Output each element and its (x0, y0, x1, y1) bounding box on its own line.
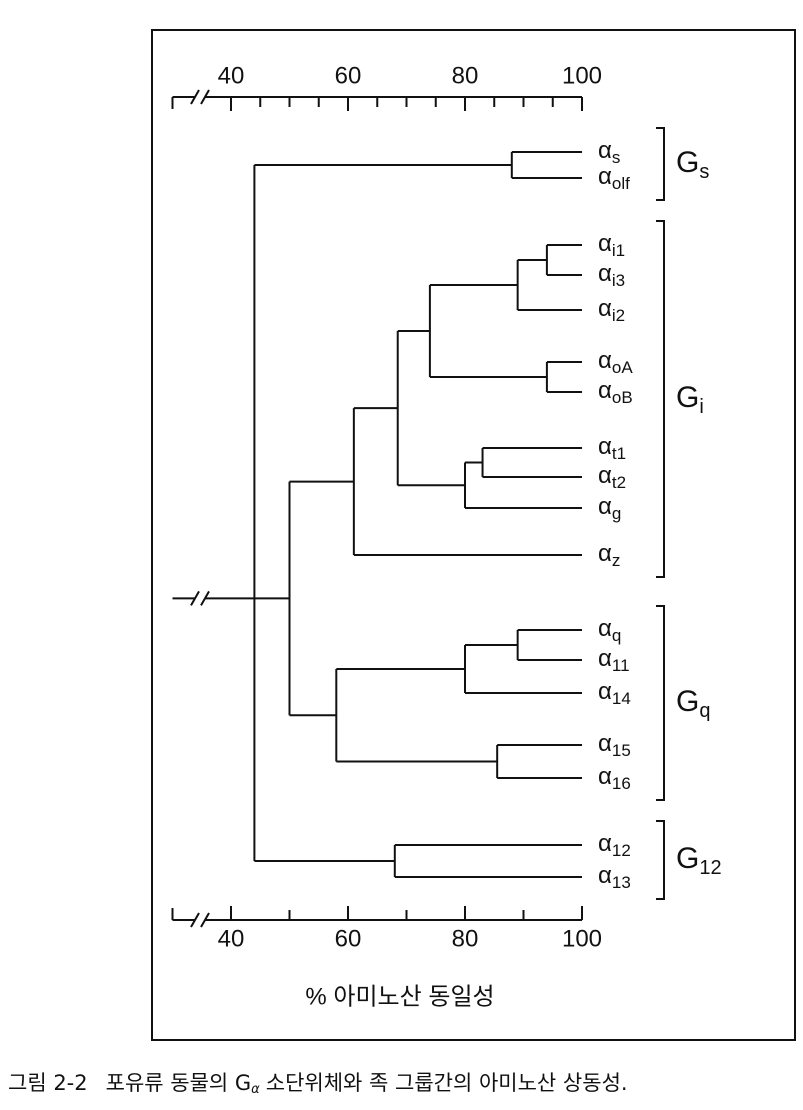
x-tick-label: 80 (452, 62, 479, 89)
group-bracket (656, 605, 665, 801)
leaf-subscript: 16 (612, 774, 631, 793)
leaf-subscript: i3 (612, 271, 625, 290)
leaf-subscript: g (612, 504, 621, 523)
leaf-label: α14 (598, 678, 631, 708)
caption-sub: α (251, 1082, 260, 1097)
leaf-symbol: α (598, 137, 612, 164)
leaf-subscript: t1 (612, 444, 626, 463)
leaf-label: α16 (598, 763, 631, 793)
leaf-label: α13 (598, 862, 631, 892)
leaf-symbol: α (598, 377, 612, 404)
group-subscript: 12 (699, 857, 721, 879)
x-tick-label: 80 (452, 925, 479, 952)
leaf-symbol: α (598, 347, 612, 374)
caption-text: 포유류 동물의 G (106, 1071, 252, 1095)
leaf-subscript: olf (612, 174, 630, 193)
leaf-label: αi2 (598, 295, 625, 325)
caption: 그림 2-2 포유류 동물의 Gα 소단위체와 족 그룹간의 아미노산 상동성. (8, 1071, 628, 1097)
leaf-symbol: α (598, 730, 612, 757)
leaf-subscript: t2 (612, 473, 626, 492)
leaf-subscript: oB (612, 388, 633, 407)
leaf-label: αt2 (598, 462, 626, 492)
axis-break (190, 912, 210, 928)
group-label: Gq (676, 685, 710, 722)
x-tick-label: 60 (335, 62, 362, 89)
group-label: G12 (676, 842, 722, 879)
leaf-label: αoA (598, 347, 633, 377)
leaf-subscript: i1 (612, 241, 625, 260)
axis-break (190, 89, 210, 105)
group-symbol: G (676, 146, 699, 179)
leaf-symbol: α (598, 295, 612, 322)
leaf-symbol: α (598, 615, 612, 642)
leaf-subscript: 12 (612, 841, 631, 860)
leaf-subscript: oA (612, 358, 633, 377)
leaf-subscript: i2 (612, 306, 625, 325)
leaf-label: α11 (598, 645, 630, 675)
leaf-symbol: α (598, 540, 612, 567)
axis-break-gap (195, 91, 205, 103)
leaf-symbol: α (598, 493, 612, 520)
leaf-label: αs (598, 137, 620, 167)
group-label: Gs (676, 146, 709, 183)
leaf-label: αolf (598, 163, 630, 193)
leaf-subscript: q (612, 626, 621, 645)
leaf-subscript: 11 (612, 656, 630, 675)
leaf-symbol: α (598, 163, 612, 190)
axis-break-gap (195, 914, 205, 926)
leaf-label: αi3 (598, 260, 625, 290)
leaf-label: αt1 (598, 433, 626, 463)
leaf-symbol: α (598, 230, 612, 257)
caption-number: 그림 2-2 (8, 1071, 88, 1095)
leaf-subscript: s (612, 148, 621, 167)
x-tick-label: 60 (335, 925, 362, 952)
leaf-subscript: 14 (612, 689, 631, 708)
leaf-label: αi1 (598, 230, 625, 260)
group-symbol: G (676, 381, 699, 414)
group-label: Gi (676, 381, 704, 418)
group-bracket (656, 127, 665, 201)
leaf-label: αq (598, 615, 621, 645)
frame (151, 29, 796, 1041)
x-tick-label: 40 (218, 62, 245, 89)
leaf-symbol: α (598, 862, 612, 889)
leaf-label: αz (598, 540, 620, 570)
group-bracket (656, 820, 665, 900)
leaf-subscript: 13 (612, 873, 631, 892)
x-tick-label: 100 (562, 925, 602, 952)
leaf-symbol: α (598, 433, 612, 460)
group-symbol: G (676, 685, 699, 718)
leaf-label: α15 (598, 730, 631, 760)
leaf-symbol: α (598, 260, 612, 287)
caption-text: 소단위체와 족 그룹간의 아미노산 상동성. (266, 1071, 628, 1095)
leaf-label: α12 (598, 830, 631, 860)
group-symbol: G (676, 842, 699, 875)
x-tick-label: 40 (218, 925, 245, 952)
axis-break (190, 590, 210, 606)
x-axis-label: % 아미노산 동일성 (305, 983, 494, 1010)
leaf-symbol: α (598, 462, 612, 489)
group-bracket (656, 220, 665, 578)
leaf-symbol: α (598, 830, 612, 857)
leaf-subscript: z (612, 551, 621, 570)
leaf-symbol: α (598, 763, 612, 790)
group-subscript: i (699, 396, 703, 418)
leaf-label: αoB (598, 377, 633, 407)
leaf-symbol: α (598, 645, 612, 672)
leaf-symbol: α (598, 678, 612, 705)
group-subscript: s (699, 161, 709, 183)
group-subscript: q (699, 700, 710, 722)
axis-break-gap (195, 592, 205, 605)
x-tick-label: 100 (562, 62, 602, 89)
leaf-label: αg (598, 493, 621, 523)
leaf-subscript: 15 (612, 741, 631, 760)
